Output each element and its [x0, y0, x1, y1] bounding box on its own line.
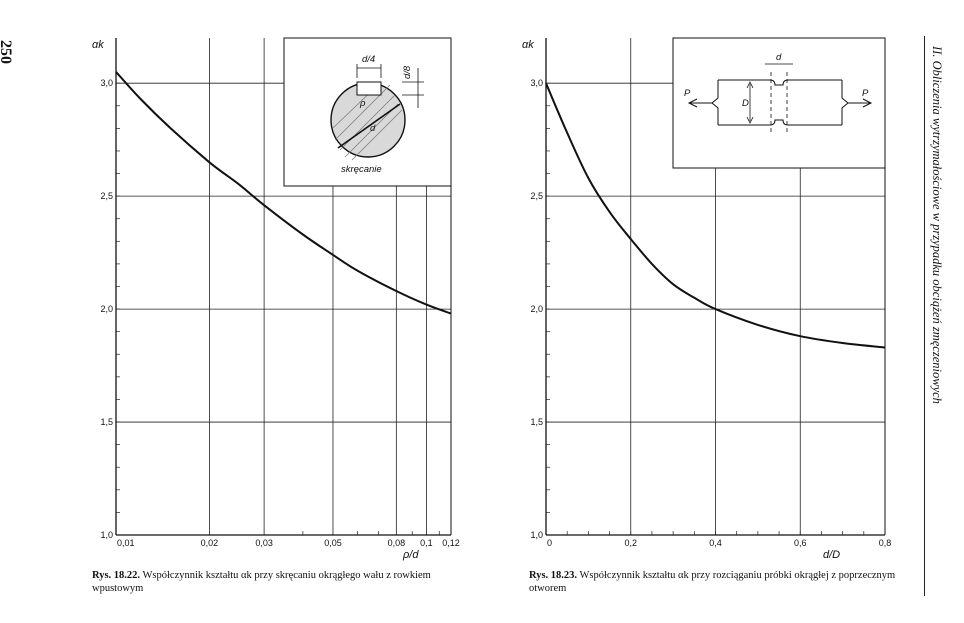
chart1-y-tick-label: 3,0 — [100, 78, 113, 88]
figure1-caption-text: Współczynnik kształtu αk przy skręcaniu … — [92, 570, 431, 594]
diameter-line — [337, 103, 401, 149]
figure1-caption: Rys. 18.22. Współczynnik kształtu αk prz… — [92, 569, 482, 595]
chart2-y-tick-label: 3,0 — [530, 78, 543, 88]
chart1-x-tick-label: 0,03 — [255, 538, 273, 548]
chart1-curve-layer — [115, 71, 452, 315]
inset2-label-d: d — [776, 52, 782, 63]
figure2-caption: Rys. 18.23. Współczynnik kształtu αk prz… — [529, 569, 909, 595]
chart1-x-tick-label: 0,05 — [324, 538, 342, 548]
keyway — [356, 81, 382, 96]
chart1-x-tick-label: 0,12 — [442, 538, 460, 548]
inset-label-d4: d/4 — [362, 54, 375, 65]
chart2-x-tick-label: 0 — [547, 538, 552, 548]
chart1-x-tick-label: 0,1 — [420, 538, 433, 548]
chart1-series-line — [115, 71, 452, 315]
inset2-label-D: D — [742, 98, 749, 109]
chart2-x-axis-title: d/D — [823, 549, 840, 561]
chart2-x-tick-label: 0,4 — [709, 538, 722, 548]
chart2-series-line — [545, 82, 886, 349]
inset2-label-p-right: P — [862, 88, 869, 99]
margin-rule — [924, 36, 925, 596]
chart1-y-tick-label: 2,0 — [100, 304, 113, 314]
chart1-inset: d/4 d/8 ρ d skręcanie — [283, 37, 452, 187]
chart2-y-tick-label: 2,5 — [530, 191, 543, 201]
specimen-top-edge — [718, 79, 842, 86]
chart2-curve-layer — [545, 82, 886, 349]
chart2-x-tick-label: 0,6 — [794, 538, 807, 548]
chart2-y-axis-title: αk — [522, 39, 534, 51]
inset-label-d8: d/8 — [402, 65, 413, 79]
figure2-caption-text: Współczynnik kształtu αk przy rozciągani… — [529, 570, 896, 594]
chart1-x-tick-label: 0,02 — [201, 538, 219, 548]
figure1-caption-label: Rys. 18.22. — [92, 570, 141, 581]
inset-caption: skręcanie — [341, 164, 382, 175]
chart2-labels: 0 0,2 0,4 0,6 0,8 1,0 1,5 2,0 2,5 3,0 αk d/D — [522, 39, 891, 561]
figure2-caption-label: Rys. 18.23. — [529, 570, 578, 581]
inset-label-d: d — [370, 123, 376, 134]
chart1-y-tick-label: 1,0 — [100, 530, 113, 540]
chart2-y-tick-label: 2,0 — [530, 304, 543, 314]
chart1-y-axis-title: αk — [92, 39, 104, 51]
inset-label-rho: ρ — [359, 98, 366, 109]
chart1-x-tick-label: 0,01 — [117, 538, 135, 548]
chart2-x-tick-label: 0,2 — [624, 538, 637, 548]
chart2-y-tick-label: 1,5 — [530, 417, 543, 427]
chart1-x-tick-label: 0,08 — [388, 538, 406, 548]
specimen-bottom-edge — [718, 119, 842, 126]
chart1-y-tick-label: 1,5 — [100, 417, 113, 427]
inset2-label-p-left: P — [684, 88, 691, 99]
chart2-inset: d D P P — [672, 37, 886, 169]
chart1-x-axis-title: ρ/d — [402, 549, 419, 561]
chart1-labels: 0,01 0,02 0,03 0,05 0,08 0,1 0,12 1,0 1,5 2,0 2,5 3… — [92, 39, 460, 561]
chart1-y-tick-label: 2,5 — [100, 191, 113, 201]
chart2-y-tick-label: 1,0 — [530, 530, 543, 540]
chart2-x-tick-label: 0,8 — [879, 538, 892, 548]
